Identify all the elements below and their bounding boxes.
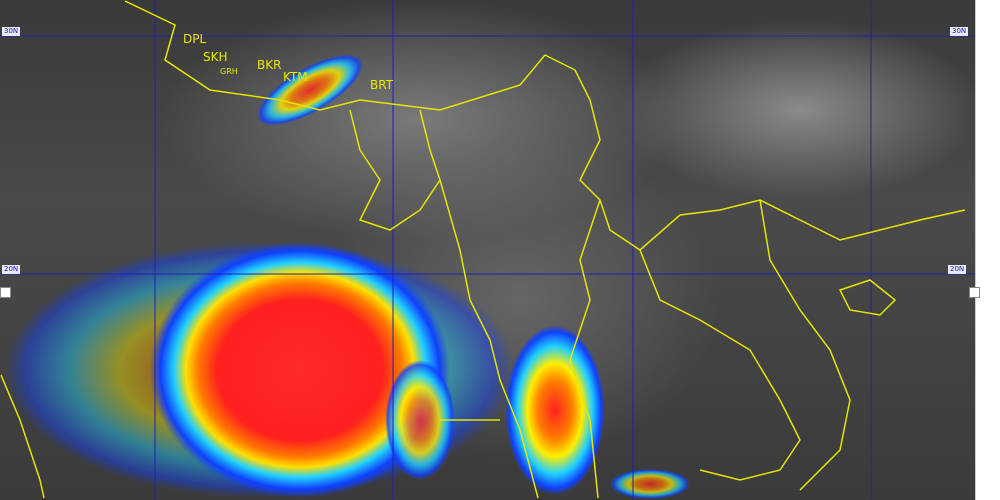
city-label: KTM	[283, 70, 308, 84]
city-label: BKR	[257, 58, 282, 72]
lat-label: 20N	[2, 265, 21, 274]
lat-label: 20N	[948, 265, 967, 274]
map-overlay	[0, 0, 975, 500]
lat-lon-grid	[0, 0, 975, 500]
canvas-margin	[975, 0, 1000, 500]
resize-handle-right[interactable]	[969, 287, 980, 298]
satellite-image: 30N 30N 20N 20N DPL SKH GRH BKR KTM BRT	[0, 0, 975, 500]
cyclone	[150, 242, 450, 498]
resize-handle-left[interactable]	[0, 287, 11, 298]
convective-cell	[505, 325, 605, 495]
convective-cell	[256, 54, 364, 126]
convective-cell	[610, 469, 690, 499]
city-label: BRT	[370, 78, 394, 92]
country-borders	[0, 0, 966, 499]
city-label: DPL	[183, 32, 207, 46]
city-label: SKH	[203, 50, 228, 64]
lat-label: 30N	[950, 27, 969, 36]
city-label: GRH	[220, 67, 238, 76]
lat-label: 30N	[2, 27, 21, 36]
convective-cell	[385, 360, 455, 480]
